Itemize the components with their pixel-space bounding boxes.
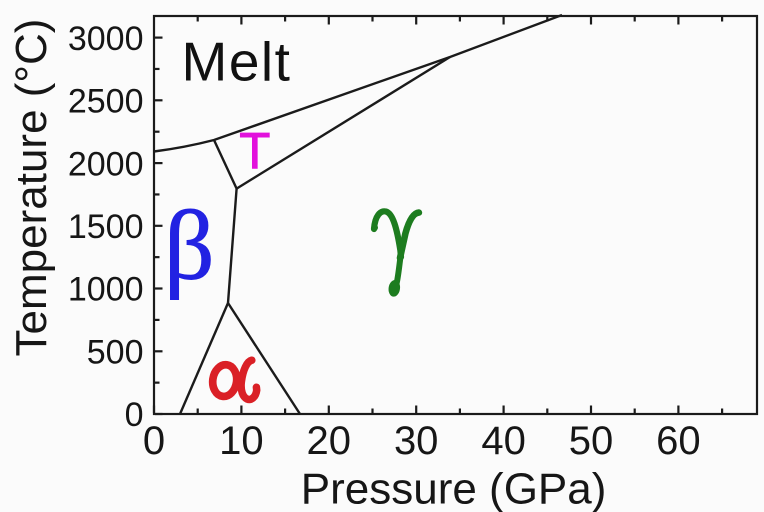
svg-text:Temperature (°C): Temperature (°C) xyxy=(7,19,56,357)
svg-text:30: 30 xyxy=(394,419,439,463)
svg-text:1500: 1500 xyxy=(68,208,144,246)
svg-text:2000: 2000 xyxy=(68,145,144,183)
svg-text:β: β xyxy=(164,191,214,300)
svg-text:T: T xyxy=(239,123,270,180)
svg-text:Melt: Melt xyxy=(182,31,292,93)
svg-text:2500: 2500 xyxy=(68,83,144,121)
svg-text:3000: 3000 xyxy=(68,20,144,58)
svg-text:60: 60 xyxy=(656,419,701,463)
svg-text:20: 20 xyxy=(307,419,352,463)
svg-text:0: 0 xyxy=(143,419,165,463)
svg-text:500: 500 xyxy=(87,334,144,372)
svg-text:10: 10 xyxy=(219,419,264,463)
svg-text:1000: 1000 xyxy=(68,271,144,309)
svg-text:40: 40 xyxy=(481,419,526,463)
svg-text:50: 50 xyxy=(569,419,614,463)
svg-text:Pressure (GPa): Pressure (GPa) xyxy=(301,464,607,512)
svg-text:0: 0 xyxy=(125,396,144,434)
